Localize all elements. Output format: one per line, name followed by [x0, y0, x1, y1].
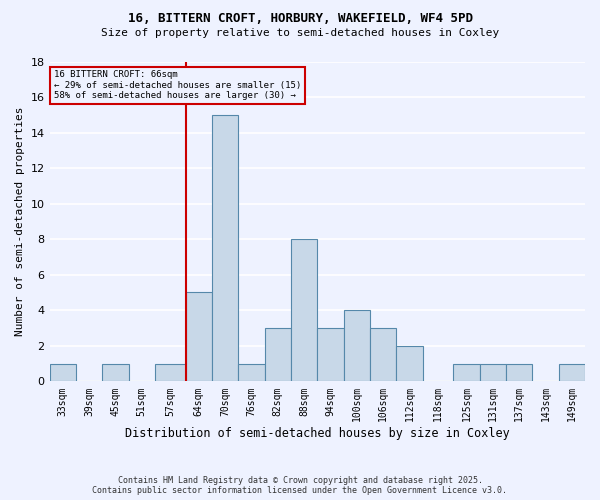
Bar [479, 364, 506, 382]
Bar [344, 310, 370, 382]
Text: 16, BITTERN CROFT, HORBURY, WAKEFIELD, WF4 5PD: 16, BITTERN CROFT, HORBURY, WAKEFIELD, W… [128, 12, 473, 26]
Bar [291, 239, 317, 382]
Bar [370, 328, 396, 382]
Bar [238, 364, 265, 382]
Bar [559, 364, 585, 382]
Bar [454, 364, 479, 382]
Text: 16 BITTERN CROFT: 66sqm
← 29% of semi-detached houses are smaller (15)
58% of se: 16 BITTERN CROFT: 66sqm ← 29% of semi-de… [54, 70, 301, 100]
Y-axis label: Number of semi-detached properties: Number of semi-detached properties [15, 106, 25, 336]
Bar [317, 328, 344, 382]
Bar [396, 346, 422, 382]
Bar [265, 328, 291, 382]
Bar [155, 364, 185, 382]
Text: Contains HM Land Registry data © Crown copyright and database right 2025.
Contai: Contains HM Land Registry data © Crown c… [92, 476, 508, 495]
Text: Size of property relative to semi-detached houses in Coxley: Size of property relative to semi-detach… [101, 28, 499, 38]
Bar [50, 364, 76, 382]
Bar [185, 292, 212, 382]
Bar [102, 364, 128, 382]
Bar [212, 115, 238, 382]
X-axis label: Distribution of semi-detached houses by size in Coxley: Distribution of semi-detached houses by … [125, 427, 509, 440]
Bar [506, 364, 532, 382]
